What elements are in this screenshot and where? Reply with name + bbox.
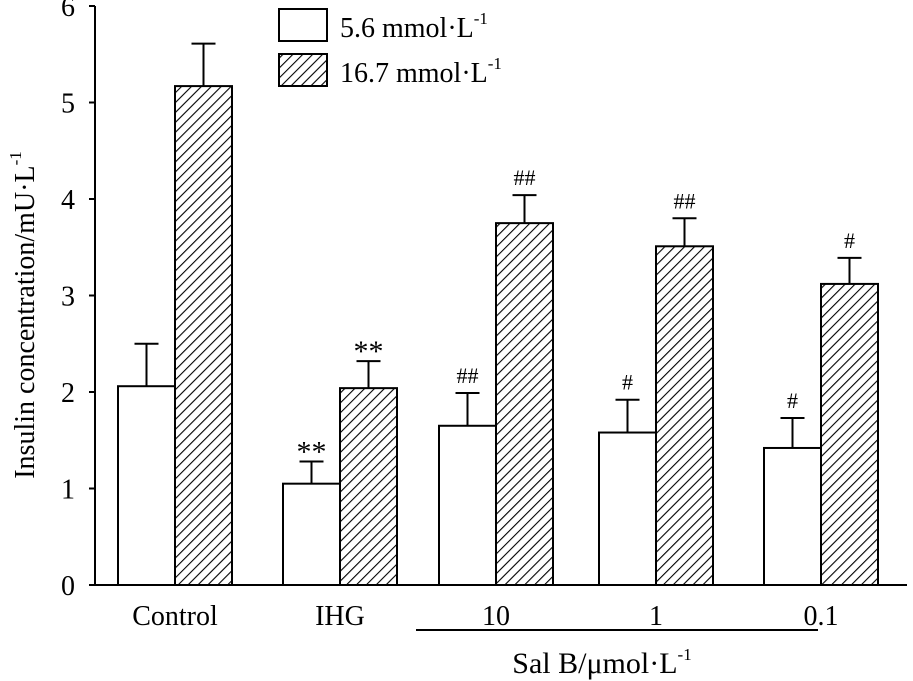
sal-b-group-bracket: Sal B/μmol·L-1 — [416, 629, 818, 680]
legend-swatch-open — [278, 8, 328, 42]
legend-swatch-hatched — [278, 53, 328, 87]
bar-open-4 — [763, 446, 822, 586]
bar-hatched-4 — [820, 282, 879, 586]
x-tick-label-4: 0.1 — [804, 601, 839, 632]
y-axis-title: Insulin concentration/mU·L-1 — [6, 151, 41, 479]
x-tick-label-2: 10 — [482, 601, 510, 632]
x-tick-labels: Control IHG 10 1 0.1 — [132, 601, 838, 632]
y-tick-label-3: 3 — [61, 282, 75, 313]
significance-label-hatched-3: ## — [674, 188, 696, 213]
significance-label-hatched-1: ** — [354, 335, 384, 368]
bar-hatched-2 — [495, 222, 554, 586]
y-ticks: 0 1 2 3 4 5 6 — [61, 0, 95, 602]
bar-open-0 — [117, 385, 176, 586]
legend-label-open-superscript: -1 — [474, 9, 488, 28]
significance-label-open-2: ## — [457, 363, 479, 388]
bar-open-2 — [438, 424, 497, 586]
y-tick-label-1: 1 — [61, 475, 75, 506]
group-label: Sal B/μmol·L-1 — [512, 645, 691, 680]
significance-label-open-1: ** — [297, 435, 327, 468]
bar-open-1 — [282, 482, 341, 586]
significance-label-open-3: # — [622, 370, 633, 395]
y-tick-label-5: 5 — [61, 89, 75, 120]
legend-label-hatched: 16.7 mmol·L-1 — [340, 54, 502, 89]
significance-label-hatched-4: # — [844, 228, 855, 253]
bar-hatched-3 — [655, 245, 714, 586]
y-tick-label-6: 6 — [61, 0, 75, 23]
y-tick-label-0: 0 — [61, 571, 75, 602]
legend-label-hatched-superscript: -1 — [488, 54, 502, 73]
legend: 5.6 mmol·L-1 16.7 mmol·L-1 — [278, 8, 502, 89]
bar-open-3 — [598, 431, 657, 586]
y-tick-label-4: 4 — [61, 185, 75, 216]
group-label-superscript: -1 — [678, 645, 692, 664]
y-axis-title-superscript: -1 — [6, 151, 25, 165]
significance-label-hatched-2: ## — [514, 165, 536, 190]
bar-hatched-1 — [339, 387, 398, 587]
significance-label-open-4: # — [787, 388, 798, 413]
bar-hatched-0 — [174, 85, 233, 586]
x-tick-label-1: IHG — [315, 601, 365, 632]
legend-label-open: 5.6 mmol·L-1 — [340, 9, 488, 44]
x-tick-label-3: 1 — [649, 601, 663, 632]
bars: ****######### — [117, 42, 879, 587]
y-tick-label-2: 2 — [61, 378, 75, 409]
x-tick-label-0: Control — [132, 601, 218, 632]
